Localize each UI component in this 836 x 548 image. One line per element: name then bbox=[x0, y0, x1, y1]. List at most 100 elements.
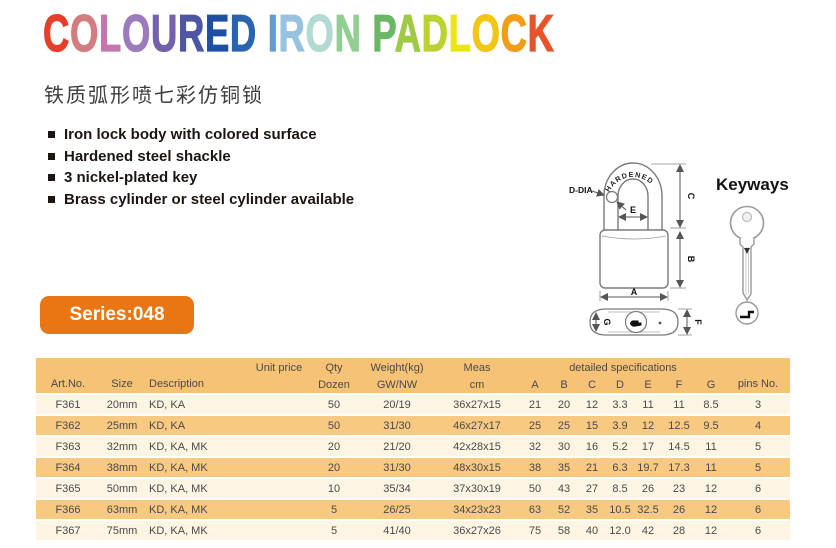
cell-d: 8.5 bbox=[606, 478, 634, 500]
spec-table: Art.No. Size Description Unit price Qty … bbox=[36, 358, 790, 542]
cell-art: F361 bbox=[36, 394, 100, 416]
title-letter: P bbox=[372, 5, 395, 63]
cell-c: 40 bbox=[578, 520, 606, 542]
table-row: F361 20mm KD, KA 50 20/19 36x27x15 21 20 12 3.3 11… bbox=[36, 394, 790, 416]
bullet-square-icon bbox=[48, 195, 55, 203]
cell-meas: 36x27x15 bbox=[434, 394, 520, 416]
cell-art: F364 bbox=[36, 457, 100, 479]
dim-label-g: G bbox=[602, 318, 612, 325]
title-letter bbox=[257, 5, 268, 63]
col-header-c: C bbox=[578, 377, 606, 395]
col-header-cm: cm bbox=[434, 377, 520, 395]
cell-meas: 36x27x26 bbox=[434, 520, 520, 542]
cell-unit bbox=[250, 457, 308, 479]
title-letter: K bbox=[527, 5, 555, 63]
feature-text: Iron lock body with colored surface bbox=[64, 126, 317, 144]
keyhole-silhouette bbox=[630, 320, 642, 327]
title-letter: L bbox=[448, 5, 472, 63]
cell-pins: 4 bbox=[726, 415, 790, 437]
cell-g: 12 bbox=[696, 520, 726, 542]
feature-item: Hardened steel shackle bbox=[48, 146, 354, 168]
cell-b: 25 bbox=[550, 415, 578, 437]
cell-f: 12.5 bbox=[662, 415, 696, 437]
cell-b: 30 bbox=[550, 436, 578, 458]
cell-desc: KD, KA bbox=[144, 394, 250, 416]
cell-e: 17 bbox=[634, 436, 662, 458]
col-header-detailed-specs: detailed specifications bbox=[520, 358, 726, 377]
col-header-b: B bbox=[550, 377, 578, 395]
cell-b: 58 bbox=[550, 520, 578, 542]
spec-table-header: Art.No. Size Description Unit price Qty … bbox=[36, 358, 790, 395]
keyway-profile-circle bbox=[735, 301, 759, 325]
key-blade-arrow bbox=[744, 248, 750, 254]
cell-g: 11 bbox=[696, 457, 726, 479]
cell-desc: KD, KA, MK bbox=[144, 520, 250, 542]
dim-label-a: A bbox=[631, 287, 638, 297]
cell-c: 16 bbox=[578, 436, 606, 458]
cell-b: 52 bbox=[550, 499, 578, 521]
cell-a: 63 bbox=[520, 499, 550, 521]
cell-c: 21 bbox=[578, 457, 606, 479]
cell-size: 32mm bbox=[100, 436, 144, 458]
cell-a: 25 bbox=[520, 415, 550, 437]
cell-meas: 48x30x15 bbox=[434, 457, 520, 479]
cell-unit bbox=[250, 436, 308, 458]
cell-c: 15 bbox=[578, 415, 606, 437]
col-header-e: E bbox=[634, 377, 662, 395]
title-letter: C bbox=[43, 5, 70, 63]
col-header-description: Description bbox=[144, 358, 250, 395]
key-head-hole bbox=[741, 211, 753, 223]
shackle-outer bbox=[603, 162, 663, 230]
cell-e: 19.7 bbox=[634, 457, 662, 479]
cell-g: 12 bbox=[696, 478, 726, 500]
cell-art: F365 bbox=[36, 478, 100, 500]
cell-size: 75mm bbox=[100, 520, 144, 542]
cell-qty: 5 bbox=[308, 499, 360, 521]
cell-unit bbox=[250, 415, 308, 437]
col-header-a: A bbox=[520, 377, 550, 395]
dim-label-d-dia: D-DIA bbox=[569, 185, 593, 195]
title-letter: R bbox=[278, 5, 306, 63]
series-badge: Series:048 bbox=[40, 296, 194, 334]
col-header-dozen: Dozen bbox=[308, 377, 360, 395]
cell-d: 10.5 bbox=[606, 499, 634, 521]
cell-qty: 20 bbox=[308, 436, 360, 458]
col-header-pins: pins No. bbox=[726, 358, 790, 395]
cell-g: 9.5 bbox=[696, 415, 726, 437]
col-header-gwnw: GW/NW bbox=[360, 377, 434, 395]
rivet-dot bbox=[658, 321, 662, 325]
col-header-d: D bbox=[606, 377, 634, 395]
title-letter: N bbox=[334, 5, 362, 63]
cell-art: F363 bbox=[36, 436, 100, 458]
col-header-g: G bbox=[696, 377, 726, 395]
title-letter: O bbox=[305, 5, 335, 63]
col-header-meas: Meas bbox=[434, 358, 520, 377]
feature-item: Brass cylinder or steel cylinder availab… bbox=[48, 189, 354, 211]
cell-f: 14.5 bbox=[662, 436, 696, 458]
dim-label-b: B bbox=[686, 256, 696, 263]
cell-unit bbox=[250, 499, 308, 521]
padlock-diagram: HARDENED D-DIA E C B A bbox=[569, 162, 703, 336]
cell-g: 11 bbox=[696, 436, 726, 458]
cell-c: 12 bbox=[578, 394, 606, 416]
cell-art: F362 bbox=[36, 415, 100, 437]
bullet-square-icon bbox=[48, 174, 55, 182]
cell-art: F366 bbox=[36, 499, 100, 521]
col-header-size: Size bbox=[100, 358, 144, 395]
cell-weight: 31/30 bbox=[360, 457, 434, 479]
feature-item: 3 nickel-plated key bbox=[48, 167, 354, 189]
title-letter: R bbox=[177, 5, 205, 63]
cell-size: 20mm bbox=[100, 394, 144, 416]
cell-size: 38mm bbox=[100, 457, 144, 479]
cell-qty: 10 bbox=[308, 478, 360, 500]
title-letter bbox=[362, 5, 373, 63]
cell-desc: KD, KA, MK bbox=[144, 478, 250, 500]
cell-unit bbox=[250, 394, 308, 416]
cell-weight: 35/34 bbox=[360, 478, 434, 500]
bullet-square-icon bbox=[48, 152, 55, 160]
keyway-profile bbox=[740, 310, 754, 319]
cell-weight: 21/20 bbox=[360, 436, 434, 458]
cell-pins: 6 bbox=[726, 520, 790, 542]
d-dia-circle bbox=[605, 190, 619, 204]
